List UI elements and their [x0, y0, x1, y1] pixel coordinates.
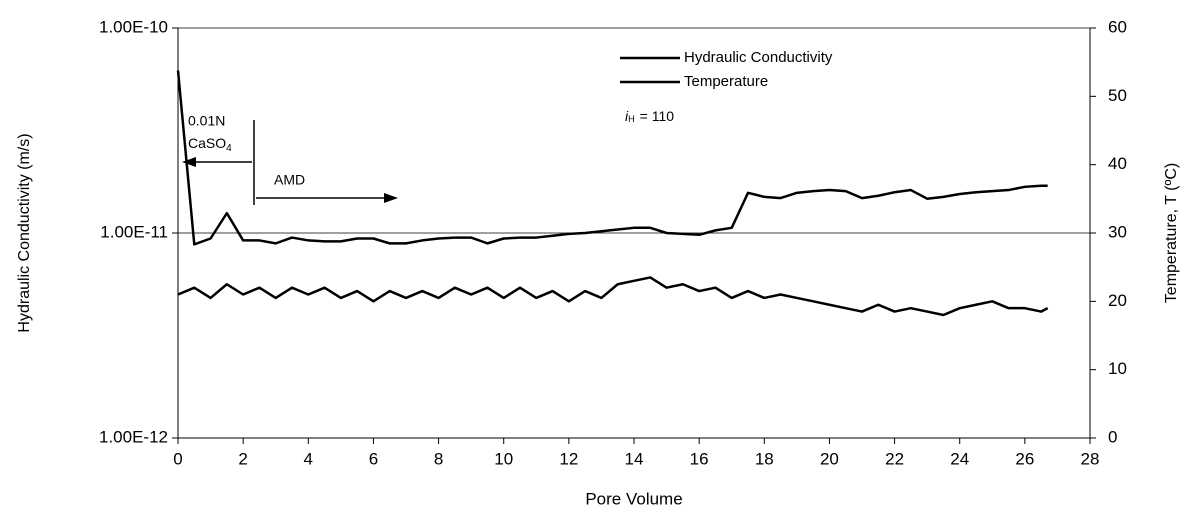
y2-tick-label: 10	[1108, 359, 1127, 378]
x-tick-label: 24	[950, 449, 969, 468]
y-axis-label: Hydraulic Conductivity (m/s)	[16, 133, 33, 332]
x-tick-label: 6	[369, 449, 378, 468]
x-tick-label: 18	[755, 449, 774, 468]
annotation: = 110	[640, 108, 675, 124]
x-axis-label: Pore Volume	[585, 489, 682, 508]
arrow-head	[182, 157, 196, 167]
x-tick-label: 0	[173, 449, 182, 468]
y-tick-label: 1.00E-11	[100, 222, 168, 241]
annotation: AMD	[274, 172, 305, 188]
x-tick-label: 28	[1081, 449, 1100, 468]
arrow-head	[384, 193, 398, 203]
x-tick-label: 2	[238, 449, 247, 468]
x-tick-label: 16	[690, 449, 709, 468]
y2-tick-label: 30	[1108, 222, 1127, 241]
y2-tick-label: 60	[1108, 17, 1127, 36]
y-tick-label: 1.00E-10	[99, 17, 168, 36]
annotation: H	[628, 114, 635, 124]
x-tick-label: 10	[494, 449, 513, 468]
x-tick-label: 12	[559, 449, 578, 468]
annotation: CaSO	[188, 135, 226, 151]
x-tick-label: 26	[1015, 449, 1034, 468]
x-tick-label: 14	[625, 449, 644, 468]
y2-axis-label: Temperature, T (ºC)	[1163, 163, 1180, 303]
series-line	[176, 70, 1048, 246]
y2-tick-label: 40	[1108, 154, 1127, 173]
y-tick-label: 1.00E-12	[99, 427, 168, 446]
series-line	[177, 276, 1049, 317]
annotation: 0.01N	[188, 113, 225, 129]
annotation: iH = 110	[625, 108, 674, 125]
y2-tick-label: 0	[1108, 427, 1117, 446]
x-tick-label: 20	[820, 449, 839, 468]
legend-label: Temperature	[684, 73, 768, 90]
x-tick-label: 22	[885, 449, 904, 468]
y2-tick-label: 20	[1108, 291, 1127, 310]
annotation: i	[625, 108, 629, 124]
x-tick-label: 4	[304, 449, 313, 468]
annotation: CaSO4	[188, 135, 232, 154]
annotation: 4	[226, 143, 232, 154]
legend-label: Hydraulic Conductivity	[684, 49, 833, 66]
y2-tick-label: 50	[1108, 86, 1127, 105]
x-tick-label: 8	[434, 449, 443, 468]
